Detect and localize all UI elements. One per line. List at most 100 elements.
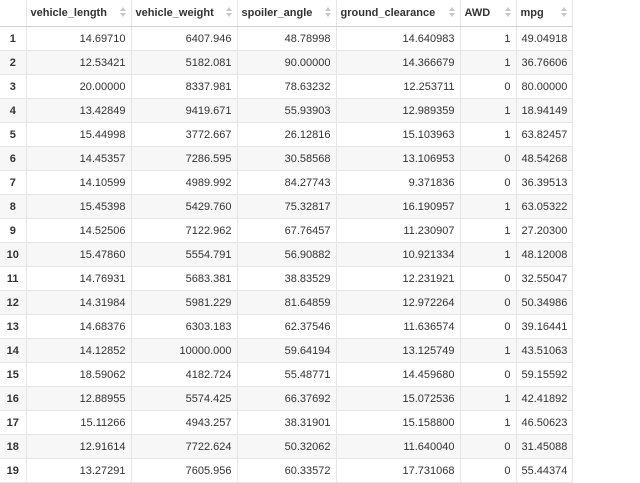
row-index-cell: 13 — [0, 314, 27, 339]
table-cell: 1 — [460, 194, 517, 219]
table-row: 6 14.45357 7286.595 30.58568 13.106953 0 48.54… — [0, 146, 574, 171]
table-cell: 7286.595 — [131, 146, 238, 171]
table-cell: 5429.760 — [131, 194, 238, 219]
table-cell: 14.31984 — [26, 290, 132, 315]
table-cell: 9.371836 — [336, 170, 461, 195]
row-index-cell: 2 — [0, 50, 27, 75]
table-cell: 38.83529 — [237, 266, 337, 291]
table-cell: 12.53421 — [26, 50, 132, 75]
column-header-ground-clearance[interactable]: ground_clearance — [336, 0, 461, 27]
table-cell: 5981.229 — [131, 290, 238, 315]
table-row: 17 15.11266 4943.257 38.31901 15.158800 1 46.5… — [0, 410, 574, 435]
table-cell: 1 — [460, 386, 517, 411]
table-cell: 31.45088 — [516, 434, 574, 459]
table-cell: 26.12816 — [237, 122, 337, 147]
column-header-vehicle-length[interactable]: vehicle_length — [26, 0, 132, 27]
row-index-header — [0, 0, 27, 27]
table-cell: 14.76931 — [26, 266, 132, 291]
table-cell: 12.88955 — [26, 386, 132, 411]
table-cell: 14.640983 — [336, 26, 461, 51]
table-cell: 14.69710 — [26, 26, 132, 51]
sort-icon[interactable] — [324, 7, 331, 19]
table-cell: 13.125749 — [336, 338, 461, 363]
table-cell: 6303.183 — [131, 314, 238, 339]
table-cell: 0 — [460, 170, 517, 195]
table-cell: 14.52506 — [26, 218, 132, 243]
table-cell: 39.16441 — [516, 314, 574, 339]
column-header-spoiler-angle[interactable]: spoiler_angle — [237, 0, 337, 27]
sort-icon[interactable] — [448, 7, 455, 19]
table-cell: 67.76457 — [237, 218, 337, 243]
table-cell: 1 — [460, 98, 517, 123]
sort-icon[interactable] — [225, 7, 232, 19]
table-cell: 90.00000 — [237, 50, 337, 75]
table-cell: 20.00000 — [26, 74, 132, 99]
table-cell: 59.15592 — [516, 362, 574, 387]
table-cell: 18.59062 — [26, 362, 132, 387]
table-row: 19 13.27291 7605.956 60.33572 17.731068 0 55.4… — [0, 458, 574, 483]
table-cell: 1 — [460, 242, 517, 267]
table-cell: 1 — [460, 338, 517, 363]
table-cell: 14.459680 — [336, 362, 461, 387]
table-cell: 38.31901 — [237, 410, 337, 435]
table-cell: 11.640040 — [336, 434, 461, 459]
sort-icon[interactable] — [119, 7, 126, 19]
table-cell: 6407.946 — [131, 26, 238, 51]
row-index-cell: 7 — [0, 170, 27, 195]
table-cell: 1 — [460, 50, 517, 75]
table-cell: 5554.791 — [131, 242, 238, 267]
table-cell: 0 — [460, 74, 517, 99]
row-index-cell: 5 — [0, 122, 27, 147]
table-row: 4 13.42849 9419.671 55.93903 12.989359 1 18.94… — [0, 98, 574, 123]
table-row: 15 18.59062 4182.724 55.48771 14.459680 0 59.1… — [0, 362, 574, 387]
column-header-mpg[interactable]: mpg — [516, 0, 574, 27]
row-index-cell: 12 — [0, 290, 27, 315]
table-cell: 4943.257 — [131, 410, 238, 435]
table-cell: 46.50623 — [516, 410, 574, 435]
row-index-cell: 1 — [0, 26, 27, 51]
table-cell: 0 — [460, 314, 517, 339]
table-cell: 15.158800 — [336, 410, 461, 435]
table-cell: 30.58568 — [237, 146, 337, 171]
row-index-cell: 15 — [0, 362, 27, 387]
table-cell: 12.972264 — [336, 290, 461, 315]
table-cell: 1 — [460, 122, 517, 147]
table-cell: 14.366679 — [336, 50, 461, 75]
row-index-cell: 18 — [0, 434, 27, 459]
table-cell: 60.33572 — [237, 458, 337, 483]
table-cell: 7605.956 — [131, 458, 238, 483]
table-cell: 15.44998 — [26, 122, 132, 147]
table-cell: 55.48771 — [237, 362, 337, 387]
table-cell: 63.82457 — [516, 122, 574, 147]
table-cell: 12.253711 — [336, 74, 461, 99]
table-cell: 1 — [460, 218, 517, 243]
table-row: 14 14.12852 10000.000 59.64194 13.125749 1 43.… — [0, 338, 574, 363]
row-index-cell: 3 — [0, 74, 27, 99]
table-cell: 5683.381 — [131, 266, 238, 291]
table-cell: 49.04918 — [516, 26, 574, 51]
column-header-awd[interactable]: AWD — [460, 0, 517, 27]
table-cell: 5574.425 — [131, 386, 238, 411]
table-cell: 12.91614 — [26, 434, 132, 459]
table-row: 12 14.31984 5981.229 81.64859 12.972264 0 50.3… — [0, 290, 574, 315]
sort-icon[interactable] — [561, 7, 568, 19]
sort-icon[interactable] — [504, 7, 511, 19]
table-cell: 7722.624 — [131, 434, 238, 459]
table-cell: 78.63232 — [237, 74, 337, 99]
table-cell: 56.90882 — [237, 242, 337, 267]
table-cell: 27.20300 — [516, 218, 574, 243]
table-cell: 14.12852 — [26, 338, 132, 363]
column-header-vehicle-weight[interactable]: vehicle_weight — [131, 0, 238, 27]
table-cell: 1 — [460, 26, 517, 51]
table-cell: 18.94149 — [516, 98, 574, 123]
table-cell: 17.731068 — [336, 458, 461, 483]
table-cell: 84.27743 — [237, 170, 337, 195]
table-cell: 42.41892 — [516, 386, 574, 411]
table-row: 2 12.53421 5182.081 90.00000 14.366679 1 36.76… — [0, 50, 574, 75]
row-index-cell: 9 — [0, 218, 27, 243]
table-cell: 59.64194 — [237, 338, 337, 363]
table-row: 8 15.45398 5429.760 75.32817 16.190957 1 63.05… — [0, 194, 574, 219]
table-cell: 0 — [460, 362, 517, 387]
table-cell: 36.39513 — [516, 170, 574, 195]
table-cell: 13.42849 — [26, 98, 132, 123]
